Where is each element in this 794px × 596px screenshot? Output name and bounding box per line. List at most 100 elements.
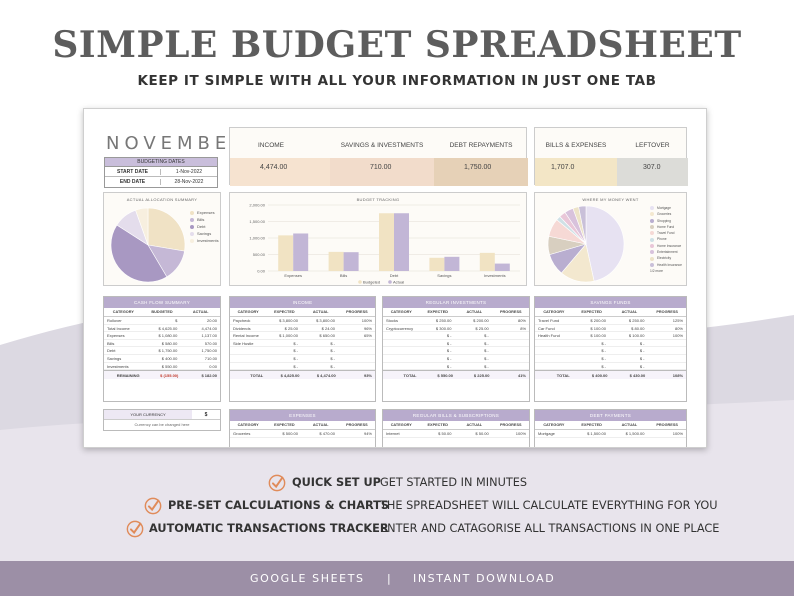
table-cell[interactable]: 1,137.00 bbox=[201, 333, 218, 339]
table-cell[interactable]: $ 1,000.00 bbox=[279, 333, 298, 339]
table-cell[interactable]: $ 250.00 bbox=[628, 318, 645, 323]
table-cell: Rental Income bbox=[233, 333, 259, 339]
table-cell[interactable]: $ - bbox=[293, 340, 298, 346]
page-title: SIMPLE BUDGET SPREADSHEET bbox=[52, 24, 742, 66]
start-date-value[interactable]: 1-Nov-2022 bbox=[175, 168, 203, 175]
expenses-columns: CATEGORY EXPECTED ACTUAL PROGRESS bbox=[230, 421, 375, 430]
table-cell[interactable]: $ 200.00 bbox=[590, 318, 606, 323]
table-cell: Car Fund bbox=[538, 325, 555, 331]
legend-item-bills: Bills bbox=[190, 216, 219, 223]
allocation-chart-title: ACTUAL ALLOCATION SUMMARY bbox=[126, 197, 198, 202]
total-cell: 108% bbox=[672, 373, 683, 379]
legend-label: Home Fund bbox=[657, 224, 675, 229]
column-header: PROGRESS bbox=[656, 310, 678, 314]
table-cell[interactable]: $ - bbox=[484, 340, 489, 346]
table-cell[interactable]: $ - bbox=[330, 348, 335, 354]
table-cell[interactable]: $ 470.00 bbox=[319, 431, 335, 436]
table-cell[interactable]: $ 50.00 bbox=[475, 431, 489, 436]
table-cell[interactable]: $ 250.00 bbox=[435, 318, 452, 323]
table-cell[interactable]: $ 1,500.00 bbox=[587, 431, 606, 436]
table-cell[interactable]: $ - bbox=[293, 363, 298, 369]
table-row: $ - $ - bbox=[535, 363, 686, 371]
remaining-actual: $ 182.00 bbox=[201, 373, 218, 379]
table-cell[interactable]: $ - bbox=[446, 340, 452, 346]
table-cell[interactable]: 710.00 bbox=[204, 355, 218, 361]
table-cell: Rollover bbox=[107, 318, 122, 323]
table-cell: Groceries bbox=[233, 431, 251, 436]
table-cell[interactable]: $ - bbox=[446, 333, 452, 339]
table-cell[interactable]: $ - bbox=[601, 363, 606, 369]
table-cell[interactable]: $ - bbox=[484, 363, 489, 369]
table-cell[interactable]: $ - bbox=[330, 363, 335, 369]
table-cell[interactable]: $ - bbox=[639, 363, 645, 369]
table-cell bbox=[535, 363, 571, 370]
table-cell[interactable]: $ - bbox=[484, 333, 489, 339]
table-cell bbox=[492, 332, 529, 339]
table-cell[interactable]: $ 100.00 bbox=[590, 325, 606, 331]
table-cell[interactable]: $ 3,800.00 bbox=[316, 318, 335, 323]
table-cell[interactable]: $ - bbox=[446, 355, 452, 361]
table-cell[interactable]: $ - bbox=[601, 348, 606, 354]
table-cell[interactable]: $ 24.00 bbox=[321, 325, 335, 331]
table-cell[interactable]: $ 4,625.00 bbox=[158, 325, 178, 331]
table-row: Cryptocurrency $ 300.00 $ 25.00 8% bbox=[383, 325, 529, 333]
table-cell[interactable]: $ - bbox=[601, 340, 606, 346]
table-cell bbox=[230, 347, 264, 354]
legend-item-debt: Debt bbox=[190, 223, 219, 230]
table-cell[interactable]: $ - bbox=[484, 348, 489, 354]
table-cell[interactable]: 0.00 bbox=[209, 363, 218, 369]
table-cell[interactable]: 570.00 bbox=[204, 340, 218, 346]
feature-quick-setup: QUICK SET UP GET STARTED IN MINUTES bbox=[0, 474, 794, 494]
table-cell[interactable]: $ 1,080.00 bbox=[158, 333, 178, 339]
table-cell[interactable]: $ 1,500.00 bbox=[625, 431, 645, 436]
table-cell[interactable]: $ - bbox=[446, 348, 452, 354]
table-cell[interactable]: $ 550.00 bbox=[161, 363, 178, 369]
table-cell[interactable]: $ 25.00 bbox=[475, 325, 489, 331]
bar-actual bbox=[343, 252, 359, 271]
column-header: CATEGORY bbox=[390, 423, 412, 427]
bar-actual bbox=[494, 263, 510, 271]
table-cell[interactable]: 1,750.00 bbox=[201, 348, 218, 354]
y-tick-label: 1,000.00 bbox=[249, 236, 265, 241]
table-row: Debt $ 1,750.00 1,750.00 bbox=[104, 347, 220, 355]
table-cell[interactable]: $ 650.00 bbox=[319, 333, 335, 339]
table-cell: Debt bbox=[107, 348, 116, 354]
table-cell[interactable]: $ 400.00 bbox=[161, 355, 178, 361]
table-cell[interactable]: $ - bbox=[330, 340, 335, 346]
table-cell[interactable]: $ 25.00 bbox=[284, 325, 298, 331]
table-cell[interactable]: $ 1,750.00 bbox=[158, 348, 178, 354]
table-cell[interactable]: $ - bbox=[639, 355, 645, 361]
column-header: EXPECTED bbox=[427, 423, 448, 427]
table-cell[interactable]: $ 580.00 bbox=[161, 340, 178, 346]
footer-instant-download: INSTANT DOWNLOAD bbox=[413, 572, 556, 585]
table-cell[interactable]: $ - bbox=[446, 363, 452, 369]
table-cell[interactable]: $ bbox=[175, 318, 178, 323]
currency-value[interactable]: $ bbox=[204, 412, 208, 418]
table-cell[interactable]: $ 300.00 bbox=[435, 325, 452, 331]
table-cell[interactable]: $ 50.00 bbox=[438, 431, 452, 436]
table-cell[interactable]: $ - bbox=[484, 355, 489, 361]
table-cell[interactable]: $ 100.00 bbox=[590, 333, 606, 339]
table-cell[interactable]: $ 80.00 bbox=[631, 325, 645, 331]
table-cell[interactable]: 4,474.00 bbox=[201, 325, 218, 331]
table-cell[interactable]: $ - bbox=[639, 340, 645, 346]
end-date-value[interactable]: 28-Nov-2022 bbox=[174, 179, 204, 185]
table-cell[interactable]: $ 100.00 bbox=[628, 333, 645, 339]
savings-total-row: TOTAL $ 400.00 $ 430.00 108% bbox=[535, 370, 686, 380]
table-cell[interactable]: $ - bbox=[639, 348, 645, 354]
table-cell bbox=[338, 340, 375, 347]
table-cell[interactable]: $ - bbox=[330, 355, 335, 361]
table-row: Car Fund $ 100.00 $ 80.00 80% bbox=[535, 325, 686, 333]
currency-box: YOUR CURRENCY $ Currency can be changed … bbox=[103, 409, 221, 431]
table-cell[interactable]: 20.00 bbox=[207, 318, 218, 323]
table-cell[interactable]: $ 500.00 bbox=[282, 431, 298, 436]
table-cell[interactable]: $ 200.00 bbox=[473, 318, 489, 323]
table-cell[interactable]: $ - bbox=[293, 355, 298, 361]
column-header: EXPECTED bbox=[581, 423, 602, 427]
table-cell[interactable]: $ - bbox=[601, 355, 606, 361]
table-cell[interactable]: $ 3,800.00 bbox=[279, 318, 298, 323]
table-cell[interactable]: $ - bbox=[293, 348, 298, 354]
legend-swatch bbox=[388, 280, 392, 284]
table-cell: Stocks bbox=[386, 318, 399, 323]
column-header: EXPECTED bbox=[427, 310, 448, 314]
